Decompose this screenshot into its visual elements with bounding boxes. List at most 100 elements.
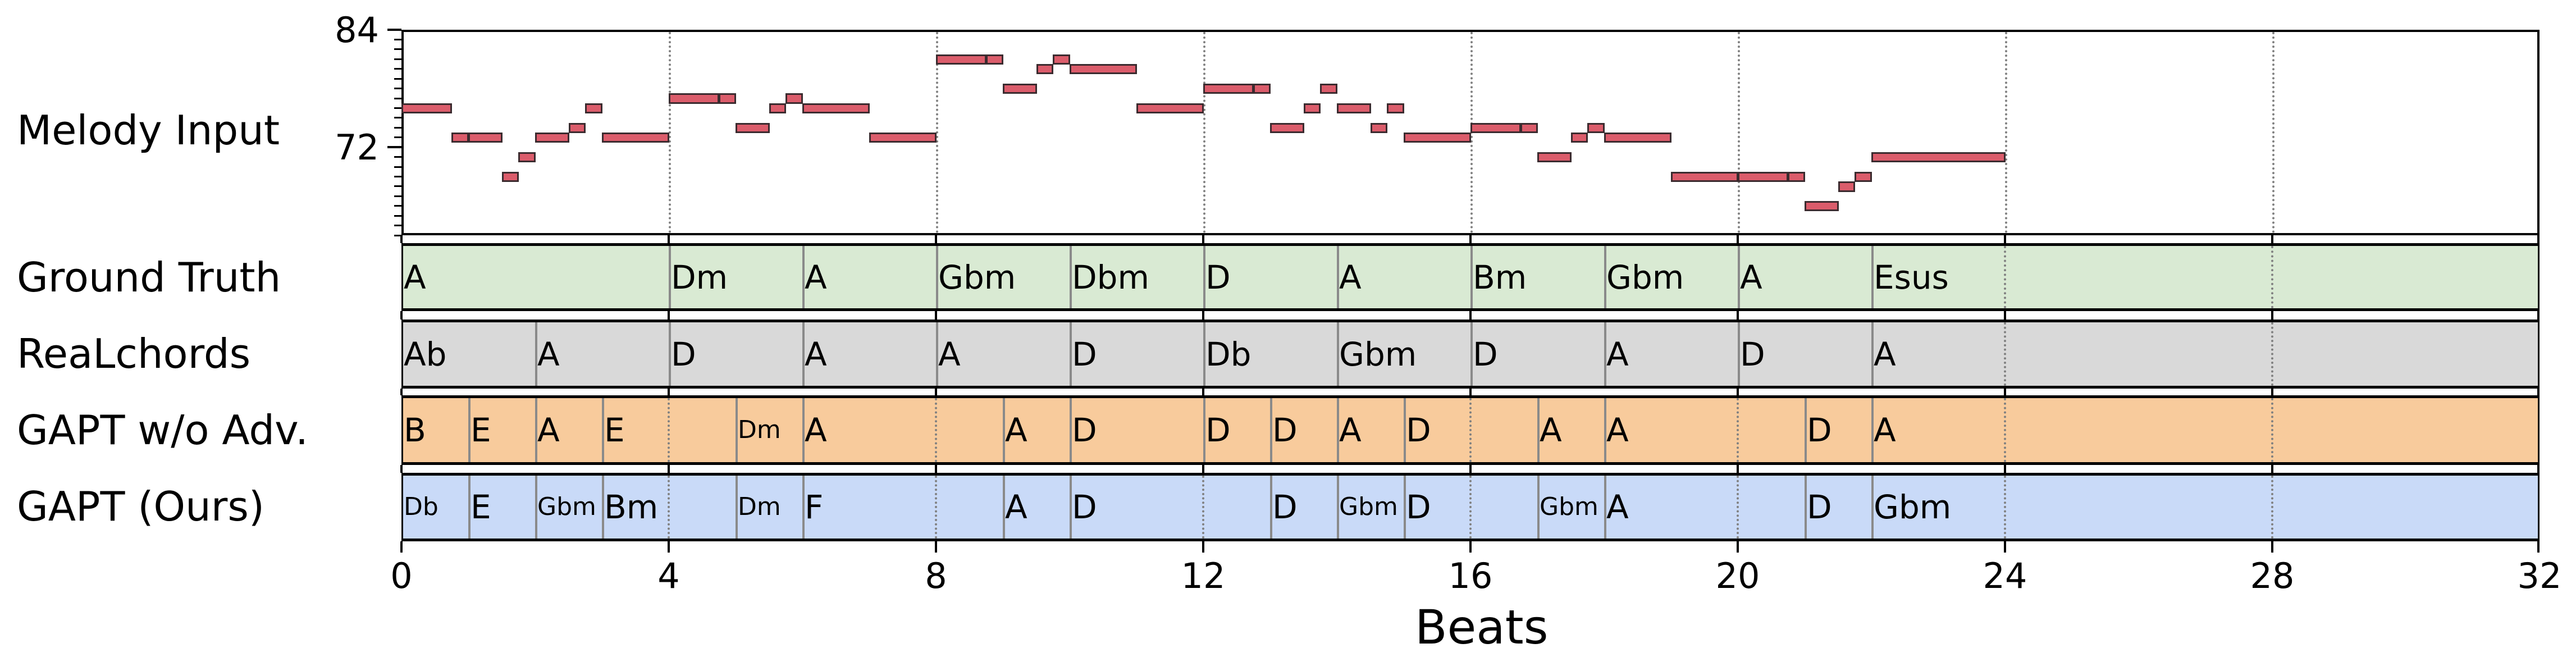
melody-note	[769, 103, 787, 114]
chord-boundary	[1337, 476, 1339, 539]
chord-label: D	[1205, 411, 1231, 449]
melody-note	[1788, 171, 1805, 182]
spine-tick	[1202, 235, 1204, 243]
beat-gridline	[1738, 32, 1740, 233]
chord-cell: D	[1203, 398, 1270, 462]
melody-piano-roll	[401, 30, 2540, 235]
chord-cell: A	[1604, 322, 1738, 386]
beat-gridline	[1203, 32, 1205, 233]
melody-note	[1805, 201, 1839, 212]
chord-label: A	[1874, 335, 1896, 373]
spine-tick	[935, 235, 937, 243]
chord-cell: A	[1537, 398, 1604, 462]
chord-label: A	[1874, 411, 1896, 449]
chord-cell: A	[1871, 322, 2538, 386]
melody-note	[401, 103, 453, 114]
chord-boundary	[1604, 246, 1606, 308]
chord-label: A	[537, 411, 560, 449]
chord-boundary	[1203, 246, 1205, 308]
chord-boundary	[1537, 476, 1540, 539]
chord-boundary	[1404, 476, 1406, 539]
chord-label: E	[604, 411, 625, 449]
chord-boundary	[1070, 476, 1072, 539]
melody-note	[1270, 122, 1304, 133]
chord-cell: A	[535, 398, 602, 462]
chord-boundary	[1070, 322, 1072, 386]
melody-note	[1470, 122, 1522, 133]
chord-boundary	[1470, 322, 1473, 386]
beat-gridline	[1202, 476, 1204, 539]
chord-boundary	[1604, 476, 1606, 539]
chord-label: D	[1205, 258, 1231, 296]
chord-cell: D	[1270, 476, 1337, 539]
chord-label: D	[1740, 335, 1765, 373]
chord-cell: Dm	[736, 476, 802, 539]
y-tick-label: 72	[335, 127, 379, 168]
y-minor-tick	[394, 195, 401, 197]
chord-cell: D	[1203, 246, 1337, 308]
chord-label: Dm	[738, 416, 781, 444]
spine-tick	[2004, 311, 2006, 320]
x-tick	[1469, 541, 1472, 553]
spine-tick	[935, 465, 937, 473]
chord-cell: E	[602, 398, 736, 462]
spine-tick	[1469, 389, 1472, 395]
spine-tick	[400, 389, 403, 395]
beat-gridline	[2271, 246, 2273, 308]
chord-label: E	[471, 488, 491, 526]
chord-cell: A	[936, 322, 1070, 386]
chord-boundary	[468, 398, 471, 462]
chord-label: E	[471, 411, 491, 449]
chord-label: A	[537, 335, 560, 373]
spine-tick	[1469, 465, 1472, 473]
chord-boundary	[936, 322, 938, 386]
melody-note	[1520, 122, 1538, 133]
x-axis-label: Beats	[1415, 600, 1549, 655]
chord-row-realchords: Ab A D A A D Db Gbm D A D A	[401, 320, 2540, 389]
chord-boundary	[1070, 398, 1072, 462]
chord-label: Dm	[738, 492, 781, 521]
chord-label: Gbm	[1606, 258, 1684, 296]
x-tick-label: 32	[2517, 555, 2562, 596]
chord-cell: D	[1070, 476, 1270, 539]
chord-label: F	[805, 488, 824, 526]
y-minor-tick	[394, 38, 401, 40]
chord-boundary	[602, 398, 604, 462]
spine-tick	[2271, 311, 2273, 320]
chord-cell: Gbm	[1871, 476, 2538, 539]
beat-gridline	[935, 476, 937, 539]
x-tick	[2537, 541, 2540, 553]
chord-boundary	[1270, 476, 1272, 539]
gapt-ours-row-label: GAPT (Ours)	[17, 483, 264, 530]
spine-tick	[2271, 389, 2273, 395]
chord-boundary	[1738, 322, 1740, 386]
chord-cell: D	[1470, 322, 1604, 386]
beat-gridline	[2271, 476, 2273, 539]
x-tick-label: 28	[2250, 555, 2295, 596]
beat-gridline	[2004, 322, 2006, 386]
chord-label: Gbm	[1540, 492, 1598, 521]
y-minor-tick	[394, 58, 401, 60]
chord-label: A	[938, 335, 961, 373]
chord-label: Dm	[671, 258, 728, 296]
spine-tick	[935, 311, 937, 320]
y-minor-tick	[394, 185, 401, 188]
chord-label: D	[1807, 411, 1832, 449]
chord-boundary	[1604, 398, 1606, 462]
melody-note	[1320, 83, 1337, 94]
chord-cell: Bm	[1470, 246, 1604, 308]
chord-cell: A	[1003, 398, 1070, 462]
spine-tick	[2537, 235, 2540, 243]
spine-tick	[2271, 235, 2273, 243]
chord-label: Bm	[604, 488, 659, 526]
melody-note	[669, 93, 720, 104]
y-minor-tick	[394, 234, 401, 236]
x-tick-label: 12	[1181, 555, 1226, 596]
y-minor-tick	[394, 97, 401, 99]
chord-cell: D	[1270, 398, 1337, 462]
chord-boundary	[936, 246, 938, 308]
melody-note	[1570, 133, 1588, 143]
spine-tick	[668, 235, 670, 243]
ground-truth-row-label: Ground Truth	[17, 254, 281, 301]
y-minor-tick	[394, 107, 401, 109]
